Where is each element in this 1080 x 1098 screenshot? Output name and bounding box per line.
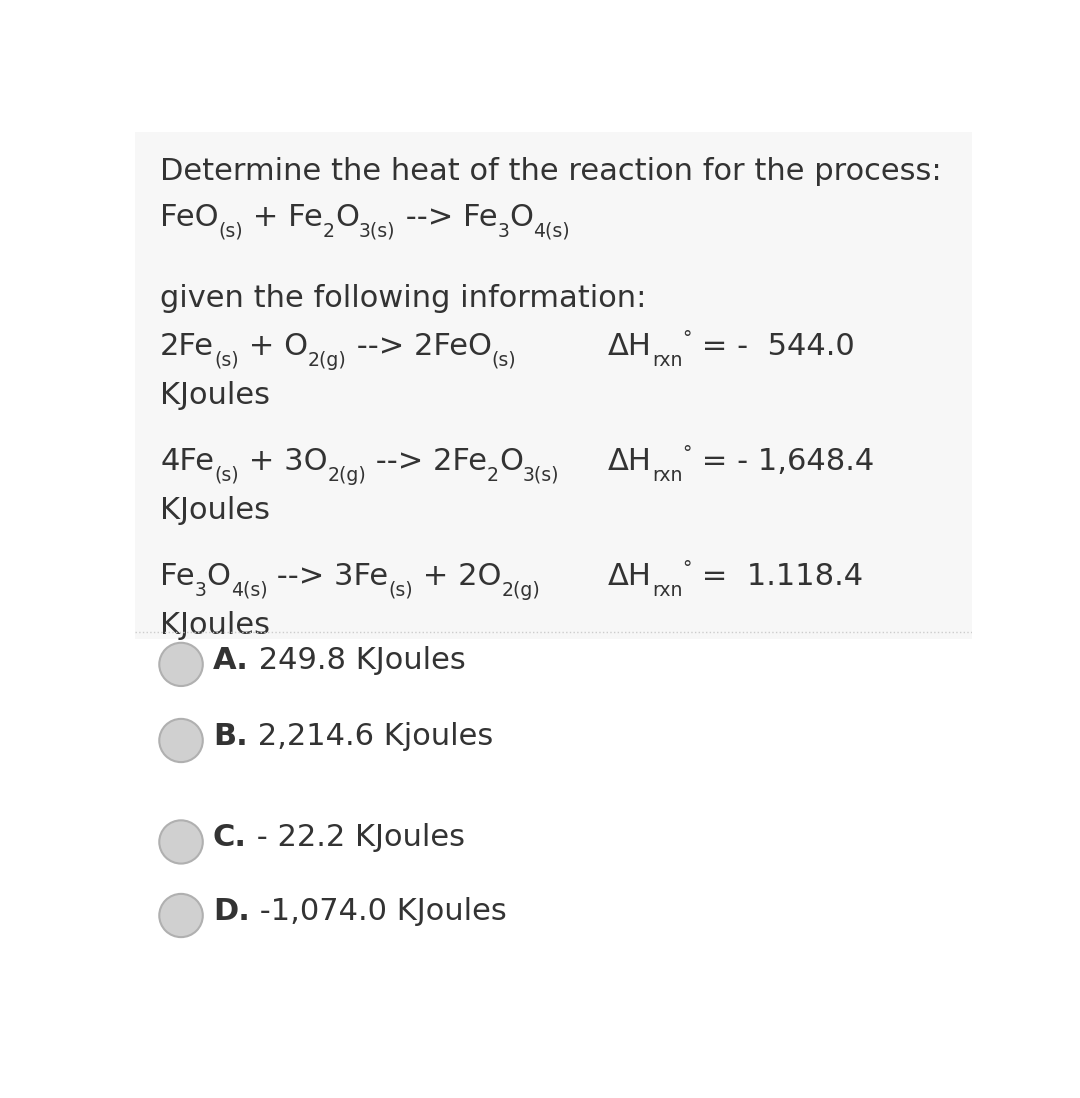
Text: rxn: rxn bbox=[652, 351, 683, 370]
Bar bbox=[135, 639, 972, 977]
Text: 2(g): 2(g) bbox=[327, 466, 366, 485]
Text: °: ° bbox=[683, 444, 691, 463]
Text: 249.8 KJoules: 249.8 KJoules bbox=[248, 646, 465, 674]
Text: (s): (s) bbox=[389, 581, 413, 600]
Text: --> 3Fe: --> 3Fe bbox=[267, 562, 389, 591]
Text: 4(s): 4(s) bbox=[534, 222, 570, 240]
Text: O: O bbox=[206, 562, 231, 591]
Text: (s): (s) bbox=[491, 351, 516, 370]
Ellipse shape bbox=[159, 820, 203, 863]
Text: (s): (s) bbox=[219, 222, 243, 240]
Text: 2: 2 bbox=[323, 222, 335, 240]
Text: Fe: Fe bbox=[160, 562, 194, 591]
Text: FeO: FeO bbox=[160, 203, 219, 232]
Text: rxn: rxn bbox=[652, 581, 683, 600]
Text: 2(g): 2(g) bbox=[308, 351, 347, 370]
Text: --> Fe: --> Fe bbox=[395, 203, 497, 232]
Text: + 3O: + 3O bbox=[239, 447, 327, 475]
Text: 2: 2 bbox=[487, 466, 499, 485]
Text: D.: D. bbox=[213, 897, 249, 926]
Text: 4(s): 4(s) bbox=[231, 581, 267, 600]
Text: given the following information:: given the following information: bbox=[160, 284, 647, 313]
Text: = -  544.0: = - 544.0 bbox=[691, 332, 854, 361]
Text: ΔH: ΔH bbox=[608, 332, 652, 361]
Text: O: O bbox=[499, 447, 523, 475]
Text: 2Fe: 2Fe bbox=[160, 332, 214, 361]
Text: B.: B. bbox=[213, 721, 247, 751]
Text: =  1.118.4: = 1.118.4 bbox=[691, 562, 863, 591]
Text: KJoules: KJoules bbox=[160, 496, 270, 525]
Text: + O: + O bbox=[239, 332, 308, 361]
Text: 3: 3 bbox=[194, 581, 206, 600]
Text: KJoules: KJoules bbox=[160, 381, 270, 410]
Bar bbox=[135, 132, 972, 639]
Ellipse shape bbox=[159, 642, 203, 686]
Text: - 22.2 KJoules: - 22.2 KJoules bbox=[247, 824, 464, 852]
Text: + 2O: + 2O bbox=[413, 562, 501, 591]
Text: °: ° bbox=[683, 559, 691, 578]
Text: -1,074.0 KJoules: -1,074.0 KJoules bbox=[249, 897, 507, 926]
Ellipse shape bbox=[159, 719, 203, 762]
Text: Determine the heat of the reaction for the process:: Determine the heat of the reaction for t… bbox=[160, 157, 942, 187]
Text: 3(s): 3(s) bbox=[523, 466, 559, 485]
Text: + Fe: + Fe bbox=[243, 203, 323, 232]
Text: ΔH: ΔH bbox=[608, 562, 652, 591]
Text: 3(s): 3(s) bbox=[360, 222, 395, 240]
Text: O: O bbox=[509, 203, 534, 232]
Text: KJoules: KJoules bbox=[160, 610, 270, 640]
Text: (s): (s) bbox=[214, 466, 239, 485]
Text: 3: 3 bbox=[497, 222, 509, 240]
Text: 2,214.6 Kjoules: 2,214.6 Kjoules bbox=[247, 721, 492, 751]
Text: A.: A. bbox=[213, 646, 248, 674]
Text: --> 2Fe: --> 2Fe bbox=[366, 447, 487, 475]
Text: ΔH: ΔH bbox=[608, 447, 652, 475]
Text: 2(g): 2(g) bbox=[501, 581, 540, 600]
Text: --> 2FeO: --> 2FeO bbox=[347, 332, 491, 361]
Text: 4Fe: 4Fe bbox=[160, 447, 214, 475]
Text: rxn: rxn bbox=[652, 466, 683, 485]
Text: O: O bbox=[335, 203, 360, 232]
Text: (s): (s) bbox=[214, 351, 239, 370]
Text: °: ° bbox=[683, 329, 691, 348]
Text: = - 1,648.4: = - 1,648.4 bbox=[691, 447, 874, 475]
Ellipse shape bbox=[159, 894, 203, 937]
Text: C.: C. bbox=[213, 824, 247, 852]
